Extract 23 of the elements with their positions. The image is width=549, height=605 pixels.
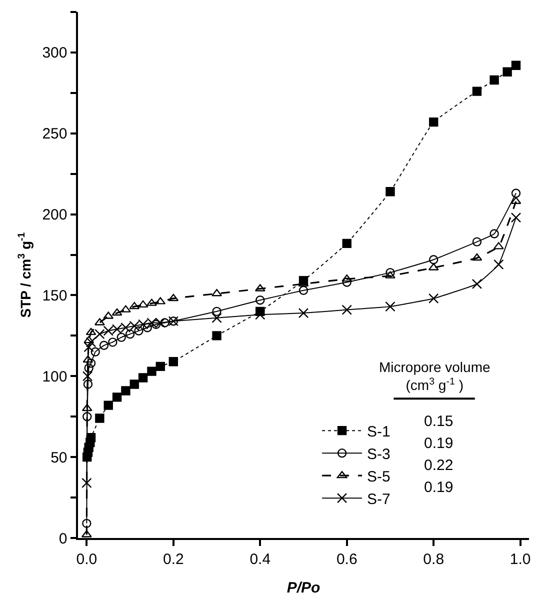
legend-label: S-3 — [367, 446, 390, 463]
annotation: 0.19 — [424, 479, 454, 496]
y-tick-label: 0 — [58, 530, 68, 548]
legend-label: S-7 — [367, 490, 390, 508]
y-tick-label: 100 — [42, 368, 68, 386]
y-tick-label: 200 — [42, 206, 68, 224]
x-tick-label: 0.2 — [162, 550, 184, 568]
x-tick-label: 0.8 — [423, 550, 444, 568]
y-tick-label: 250 — [42, 126, 68, 143]
x-tick-label: 0.6 — [336, 550, 358, 568]
x-tick-label: 0.0 — [76, 550, 98, 568]
x-axis-title: P/Po — [286, 579, 320, 596]
annotation: 0.19 — [424, 435, 454, 452]
annotation: 0.22 — [424, 457, 454, 474]
annotation: 0.15 — [424, 413, 454, 430]
x-tick-label: 0.4 — [250, 550, 271, 568]
x-tick-label: 1.0 — [510, 550, 531, 568]
y-tick-label: 150 — [42, 287, 68, 304]
y-tick-label: 300 — [42, 44, 68, 62]
legend-title: Micropore volume (cm$^{3}$ g$^{-1}$ ) — [379, 359, 490, 394]
y-tick-label: 50 — [50, 449, 68, 466]
legend-label: S-1 — [367, 423, 390, 440]
legend-label: S-5 — [367, 468, 390, 486]
